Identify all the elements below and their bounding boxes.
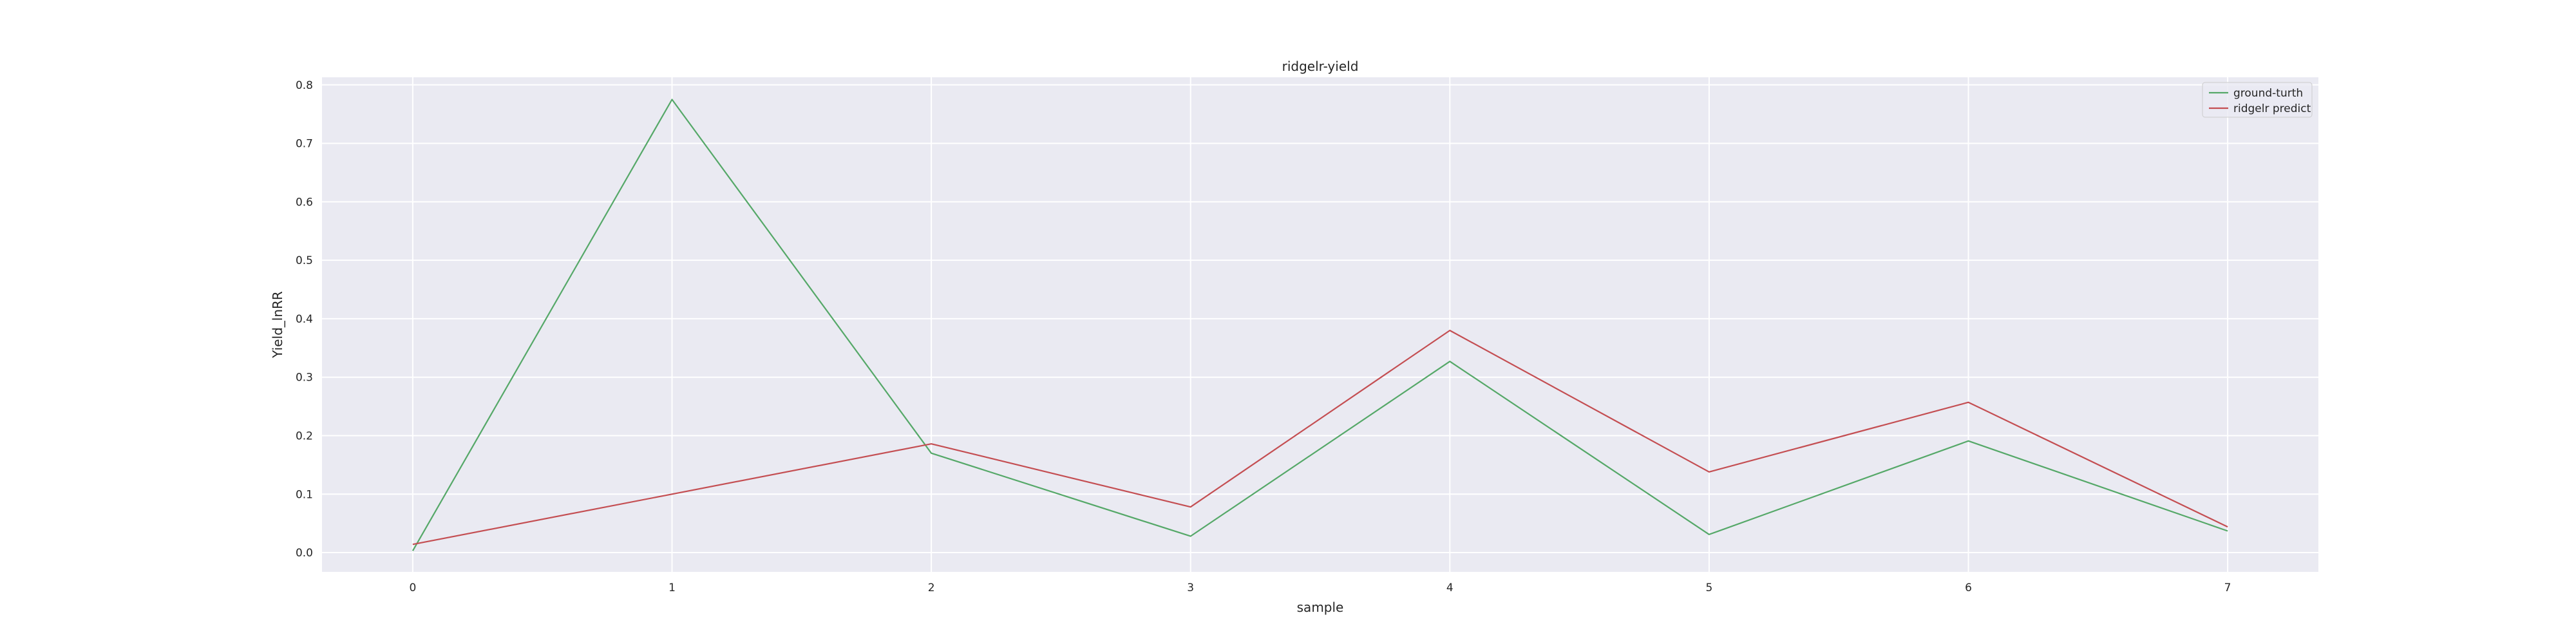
grid-lines xyxy=(322,77,2318,572)
series-lines xyxy=(412,99,2228,551)
x-tick-label: 2 xyxy=(928,582,935,594)
legend-label-1: ground-turth xyxy=(2233,87,2303,100)
y-tick-label: 0.6 xyxy=(296,196,313,209)
legend-box xyxy=(2202,82,2313,118)
y-tick-label: 0.1 xyxy=(296,488,313,501)
y-tick-label: 0.7 xyxy=(296,138,313,151)
y-tick-label: 0.5 xyxy=(296,254,313,267)
x-tick-label: 1 xyxy=(668,582,676,594)
series-line-2 xyxy=(412,329,2228,545)
x-tick-label: 3 xyxy=(1187,582,1194,594)
x-tick-label: 5 xyxy=(1705,582,1712,594)
legend: ground-turth ridgelr predict xyxy=(2202,82,2313,118)
y-tick-label: 0.3 xyxy=(296,372,313,384)
plot-background xyxy=(322,77,2318,572)
x-tick-label: 7 xyxy=(2224,582,2231,594)
x-tick-label: 6 xyxy=(1965,582,1972,594)
x-tick-label: 0 xyxy=(409,582,416,594)
chart-title: ridgelr-yield xyxy=(1282,59,1359,74)
y-tick-label: 0.2 xyxy=(296,430,313,442)
tick-labels: 0 1 2 3 4 5 6 7 0.0 0.1 0.2 0.3 0.4 0.5 0.6 0.7 0.8 xyxy=(296,79,2231,594)
y-tick-label: 0.0 xyxy=(296,547,313,560)
y-tick-label: 0.8 xyxy=(296,79,313,92)
x-axis-title: sample xyxy=(1297,600,1344,615)
series-line-1 xyxy=(412,99,2228,551)
x-tick-label: 4 xyxy=(1446,582,1454,594)
y-tick-label: 0.4 xyxy=(296,313,313,326)
legend-label-2: ridgelr predict xyxy=(2233,102,2311,115)
y-axis-title: Yield_lnRR xyxy=(270,291,285,359)
